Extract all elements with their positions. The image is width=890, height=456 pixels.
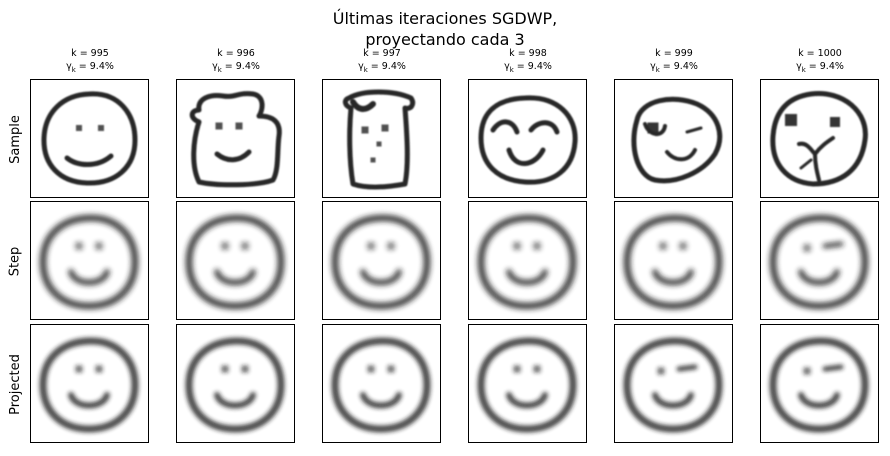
row-label-projected: Projected xyxy=(7,353,23,415)
column-label: k = 998 γk = 9.4% xyxy=(467,47,589,77)
face-drawing xyxy=(623,214,723,310)
column-step-size-label: γk = 9.4% xyxy=(212,61,260,74)
face-drawing xyxy=(41,91,138,186)
row-label-step: Step xyxy=(7,246,23,276)
face-drawing xyxy=(623,337,723,433)
column-step-size-label: γk = 9.4% xyxy=(504,61,552,74)
column-label: k = 1000 γk = 9.4% xyxy=(759,47,881,77)
figure-title-line-2: proyectando cada 3 xyxy=(365,30,525,49)
image-panel-sample xyxy=(30,79,149,198)
face-drawing xyxy=(331,214,431,310)
image-panel-projected xyxy=(760,324,879,443)
column-label: k = 997 γk = 9.4% xyxy=(321,47,443,77)
face-drawing xyxy=(478,95,578,185)
image-panel-projected xyxy=(614,324,733,443)
face-drawing xyxy=(769,214,869,310)
image-panel-step xyxy=(760,201,879,320)
column-iteration-label: k = 995 xyxy=(71,48,109,59)
face-drawing xyxy=(331,337,431,433)
image-panel-step xyxy=(614,201,733,320)
column-iteration-label: k = 998 xyxy=(509,48,547,59)
column-iteration-label: k = 1000 xyxy=(798,48,842,59)
column-iteration-label: k = 999 xyxy=(655,48,693,59)
column-iteration-label: k = 997 xyxy=(363,48,401,59)
column-step-size-label: γk = 9.4% xyxy=(796,61,844,74)
image-panel-sample xyxy=(176,79,295,198)
face-drawing xyxy=(185,337,285,433)
face-drawing xyxy=(631,96,723,184)
face-drawing xyxy=(39,337,139,433)
image-panel-sample xyxy=(468,79,587,198)
column-label: k = 996 γk = 9.4% xyxy=(175,47,297,77)
column-label: k = 999 γk = 9.4% xyxy=(613,47,735,77)
image-panel-step xyxy=(176,201,295,320)
image-panel-sample xyxy=(322,79,441,198)
image-panel-projected xyxy=(176,324,295,443)
face-drawing xyxy=(342,89,416,190)
image-panel-projected xyxy=(468,324,587,443)
image-panel-step xyxy=(30,201,149,320)
image-panel-step xyxy=(322,201,441,320)
column-iteration-label: k = 996 xyxy=(217,48,255,59)
column-step-size-label: γk = 9.4% xyxy=(650,61,698,74)
image-panel-projected xyxy=(30,324,149,443)
image-panel-sample xyxy=(614,79,733,198)
figure-title-line-1: Últimas iteraciones SGDWP, xyxy=(332,9,558,28)
face-drawing xyxy=(189,91,282,188)
row-label-sample: Sample xyxy=(7,114,23,164)
face-drawing xyxy=(477,337,577,433)
image-panel-projected xyxy=(322,324,441,443)
image-panel-sample xyxy=(760,79,879,198)
face-drawing xyxy=(477,214,577,310)
image-panel-step xyxy=(468,201,587,320)
face-drawing xyxy=(39,214,139,310)
column-label: k = 995 γk = 9.4% xyxy=(29,47,151,77)
column-step-size-label: γk = 9.4% xyxy=(66,61,114,74)
face-drawing xyxy=(769,337,869,433)
column-step-size-label: γk = 9.4% xyxy=(358,61,406,74)
face-drawing xyxy=(770,91,868,187)
face-drawing xyxy=(185,214,285,310)
